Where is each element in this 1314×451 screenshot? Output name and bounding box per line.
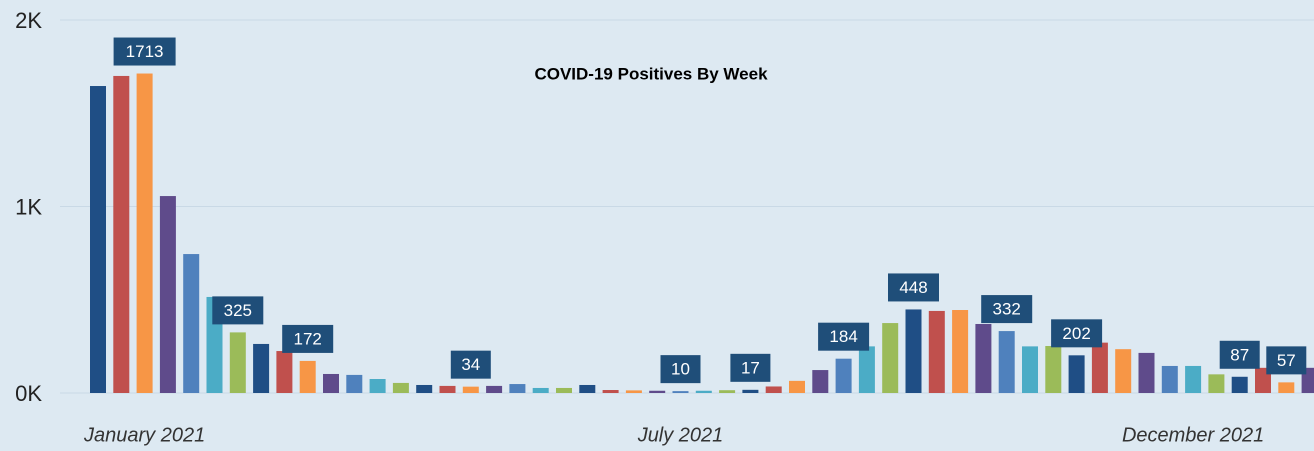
bar [1185,365,1202,393]
x-tick-label: December 2021 [1122,424,1264,446]
bar [253,343,270,393]
bar [952,310,969,393]
bar [579,384,596,393]
bar [998,331,1015,393]
data-label: 172 [294,329,322,348]
bar [90,86,106,394]
bar [392,382,409,393]
data-label-box [660,355,701,384]
bar [1068,355,1085,393]
bar [765,386,782,393]
bar [1161,365,1178,393]
bar [789,380,805,393]
bar [113,75,130,393]
bar [369,379,386,393]
bar [299,360,316,393]
y-tick-label: 1K [15,194,42,219]
data-label: 1713 [126,42,164,61]
bar [1278,382,1295,393]
bar [183,254,200,393]
bar [1091,342,1108,393]
bar [1022,346,1038,393]
bar [1115,349,1132,393]
data-label: 34 [461,355,480,374]
bar [416,384,433,393]
chart-title: COVID-19 Positives By Week [534,64,768,83]
data-label: 448 [899,278,927,297]
data-label: 332 [993,300,1021,319]
data-label-box [888,273,939,302]
data-label: 325 [224,301,252,320]
bar [532,387,549,393]
bar [835,358,852,393]
bar [556,387,572,393]
data-label-box [1266,346,1307,375]
bar [905,309,922,393]
bar [439,385,456,393]
y-tick-label: 0K [15,381,42,406]
bar [812,370,829,393]
bar [1208,374,1225,393]
bar [1231,376,1248,393]
bar [695,390,712,393]
data-label-box [1219,340,1260,369]
bar [509,384,526,393]
x-tick-label: January 2021 [83,424,205,446]
data-label-box [1051,319,1103,348]
bar [136,73,153,393]
bar [276,351,293,393]
bar [602,390,619,393]
data-label: 202 [1062,324,1090,343]
bar [1138,352,1155,393]
y-tick-label: 2K [15,8,42,33]
data-label-box [212,296,264,325]
data-label: 17 [741,358,760,377]
bar [486,385,503,393]
bar [462,386,479,393]
data-label: 57 [1277,351,1296,370]
data-label-box [113,37,176,66]
bar [928,310,945,393]
bar [742,389,759,393]
bar [649,390,666,393]
bar [882,323,899,393]
bar [672,391,689,393]
bar [719,390,736,393]
bar [346,374,363,393]
data-label-box [450,350,491,379]
data-label: 87 [1230,345,1249,364]
bar [625,390,642,393]
x-tick-label: July 2021 [637,424,724,446]
data-label-box [282,324,334,353]
data-label-box [818,322,870,351]
data-label: 184 [829,327,857,346]
bar [323,373,339,393]
bar [1045,346,1062,393]
data-label-box [730,353,771,382]
bar [975,323,992,393]
data-label: 10 [671,360,690,379]
bar [159,196,176,393]
bar [229,332,246,393]
data-label-box [981,295,1033,324]
bar [858,346,875,393]
